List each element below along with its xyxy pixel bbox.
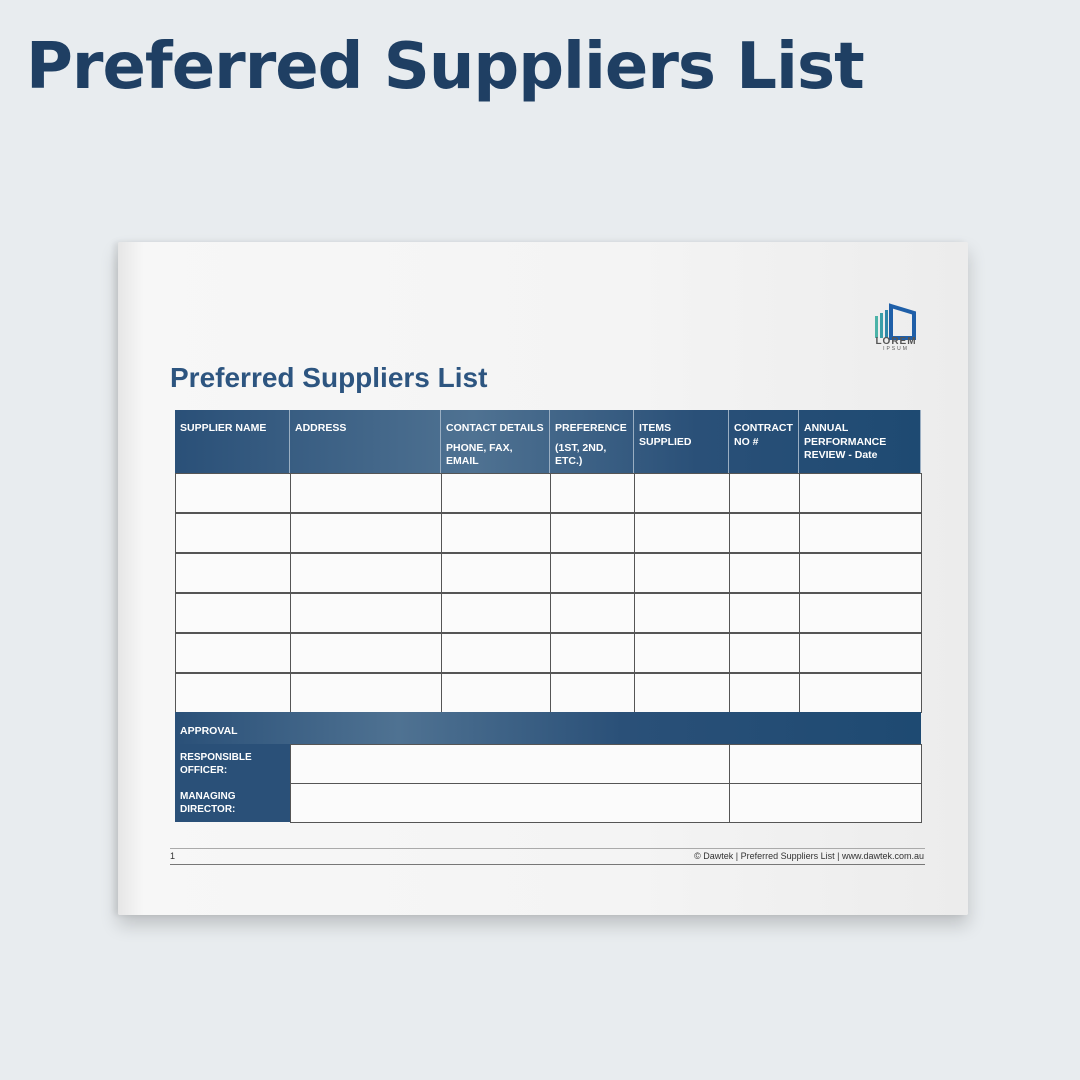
table-cell[interactable] (441, 673, 551, 713)
footer-text: © Dawtek | Preferred Suppliers List | ww… (694, 851, 924, 861)
approval-bar: APPROVAL (175, 712, 921, 744)
logo-text: LOREM (875, 336, 917, 347)
table-cell[interactable] (799, 473, 922, 513)
table-cell[interactable] (290, 473, 442, 513)
footer-divider (170, 848, 925, 849)
table-cell[interactable] (550, 673, 635, 713)
table-cell[interactable] (550, 473, 635, 513)
column-header: ITEMS SUPPLIED (634, 410, 729, 473)
table-cell[interactable] (799, 593, 922, 633)
table-cell[interactable] (441, 633, 551, 673)
column-sublabel: PHONE, FAX, EMAIL (446, 441, 513, 468)
column-label: ANNUAL PERFORMANCE REVIEW - Date (804, 422, 887, 462)
table-cell[interactable] (290, 553, 442, 593)
logo-icon (875, 303, 916, 340)
table-cell[interactable] (290, 673, 442, 713)
column-label: CONTACT DETAILS (446, 422, 544, 434)
table-cell[interactable] (550, 633, 635, 673)
table-cell[interactable] (634, 593, 730, 633)
table-header (175, 410, 921, 473)
table-cell[interactable] (175, 593, 291, 633)
approval-signature-field[interactable] (729, 783, 922, 823)
column-label: CONTRACT NO # (734, 422, 793, 448)
table-cell[interactable] (550, 553, 635, 593)
table-cell[interactable] (799, 633, 922, 673)
approval-signature-field[interactable] (729, 744, 922, 784)
approval-label: MANAGING DIRECTOR: (175, 783, 290, 822)
footer-divider (170, 864, 925, 865)
banner-title: Preferred Suppliers List (26, 30, 865, 104)
table-cell[interactable] (550, 593, 635, 633)
table-cell[interactable] (441, 553, 551, 593)
column-header: SUPPLIER NAME (175, 410, 290, 473)
table-cell[interactable] (799, 673, 922, 713)
table-cell[interactable] (634, 633, 730, 673)
table-cell[interactable] (729, 633, 800, 673)
table-cell[interactable] (634, 553, 730, 593)
approval-label: RESPONSIBLE OFFICER: (175, 744, 290, 783)
column-sublabel: (1ST, 2ND, ETC.) (555, 441, 607, 468)
table-cell[interactable] (729, 673, 800, 713)
table-cell[interactable] (729, 473, 800, 513)
table-cell[interactable] (799, 513, 922, 553)
column-label: ITEMS SUPPLIED (639, 422, 692, 448)
table-cell[interactable] (441, 593, 551, 633)
table-cell[interactable] (175, 513, 291, 553)
approval-name-field[interactable] (290, 783, 730, 823)
table-cell[interactable] (175, 473, 291, 513)
table-cell[interactable] (175, 673, 291, 713)
column-header: CONTRACT NO # (729, 410, 799, 473)
document-title: Preferred Suppliers List (170, 362, 488, 393)
table-cell[interactable] (290, 633, 442, 673)
column-header: ANNUAL PERFORMANCE REVIEW - Date (799, 410, 921, 473)
page-number: 1 (170, 851, 176, 861)
table-cell[interactable] (634, 513, 730, 553)
table-cell[interactable] (729, 513, 800, 553)
column-header: ADDRESS (290, 410, 441, 473)
table-cell[interactable] (441, 473, 551, 513)
approval-name-field[interactable] (290, 744, 730, 784)
table-cell[interactable] (634, 673, 730, 713)
table-cell[interactable] (729, 553, 800, 593)
logo-subtext: IPSUM (883, 346, 909, 352)
table-cell[interactable] (290, 513, 442, 553)
table-cell[interactable] (175, 553, 291, 593)
column-header: PREFERENCE (1ST, 2ND, ETC.) (550, 410, 634, 473)
table-cell[interactable] (729, 593, 800, 633)
column-label: ADDRESS (295, 422, 347, 434)
table-cell[interactable] (634, 473, 730, 513)
table-cell[interactable] (550, 513, 635, 553)
table-cell[interactable] (290, 593, 442, 633)
table-cell[interactable] (441, 513, 551, 553)
column-label: PREFERENCE (555, 422, 627, 434)
column-header: CONTACT DETAILS PHONE, FAX, EMAIL (441, 410, 550, 473)
table-cell[interactable] (799, 553, 922, 593)
table-cell[interactable] (175, 633, 291, 673)
column-label: SUPPLIER NAME (180, 422, 267, 434)
